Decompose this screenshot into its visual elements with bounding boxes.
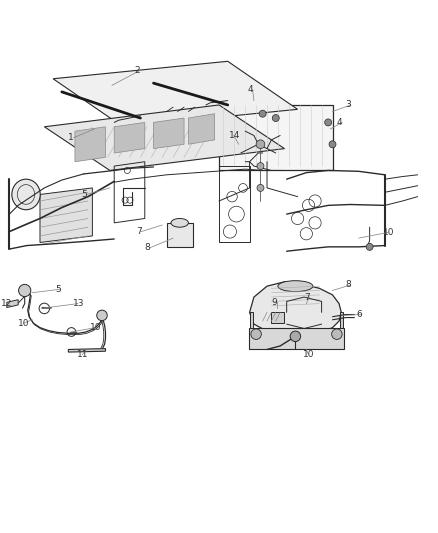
Text: 7: 7: [136, 227, 142, 236]
Circle shape: [366, 244, 373, 251]
Ellipse shape: [171, 219, 188, 227]
Text: 10: 10: [90, 323, 102, 332]
Text: 13: 13: [73, 299, 84, 308]
Circle shape: [18, 285, 31, 297]
Text: 5: 5: [55, 285, 61, 294]
Circle shape: [257, 184, 264, 191]
Circle shape: [272, 115, 279, 122]
Ellipse shape: [278, 281, 313, 292]
Text: 11: 11: [77, 350, 88, 359]
Text: 10: 10: [303, 350, 315, 359]
Circle shape: [329, 141, 336, 148]
Text: 8: 8: [145, 243, 151, 252]
Text: 14: 14: [229, 131, 240, 140]
Polygon shape: [153, 118, 184, 149]
Circle shape: [332, 329, 342, 340]
Polygon shape: [250, 312, 253, 328]
Polygon shape: [339, 312, 343, 328]
Polygon shape: [44, 105, 285, 171]
Polygon shape: [68, 349, 106, 352]
Text: 3: 3: [346, 100, 351, 109]
Text: 4: 4: [337, 118, 343, 127]
Polygon shape: [114, 123, 145, 153]
Text: 10: 10: [383, 228, 394, 237]
Polygon shape: [219, 105, 332, 171]
Polygon shape: [7, 300, 18, 308]
Text: 9: 9: [272, 298, 277, 307]
Polygon shape: [249, 328, 344, 350]
Text: 6: 6: [357, 310, 362, 319]
Text: 10: 10: [18, 319, 30, 328]
Ellipse shape: [12, 179, 40, 210]
Circle shape: [251, 329, 261, 340]
Circle shape: [257, 163, 264, 169]
Polygon shape: [188, 114, 215, 144]
Polygon shape: [40, 188, 92, 243]
Polygon shape: [250, 282, 341, 336]
Text: 5: 5: [81, 190, 87, 199]
Polygon shape: [272, 312, 285, 323]
Circle shape: [290, 331, 300, 342]
Circle shape: [256, 140, 265, 149]
Text: 8: 8: [346, 280, 351, 289]
Text: 4: 4: [247, 85, 253, 94]
Circle shape: [325, 119, 332, 126]
Text: 7: 7: [304, 293, 310, 302]
Polygon shape: [53, 61, 297, 127]
Circle shape: [97, 310, 107, 321]
Polygon shape: [75, 127, 106, 161]
Circle shape: [259, 110, 266, 117]
Text: 1: 1: [68, 133, 74, 142]
Polygon shape: [166, 223, 193, 247]
Text: 12: 12: [1, 298, 12, 308]
Text: 2: 2: [134, 67, 139, 75]
